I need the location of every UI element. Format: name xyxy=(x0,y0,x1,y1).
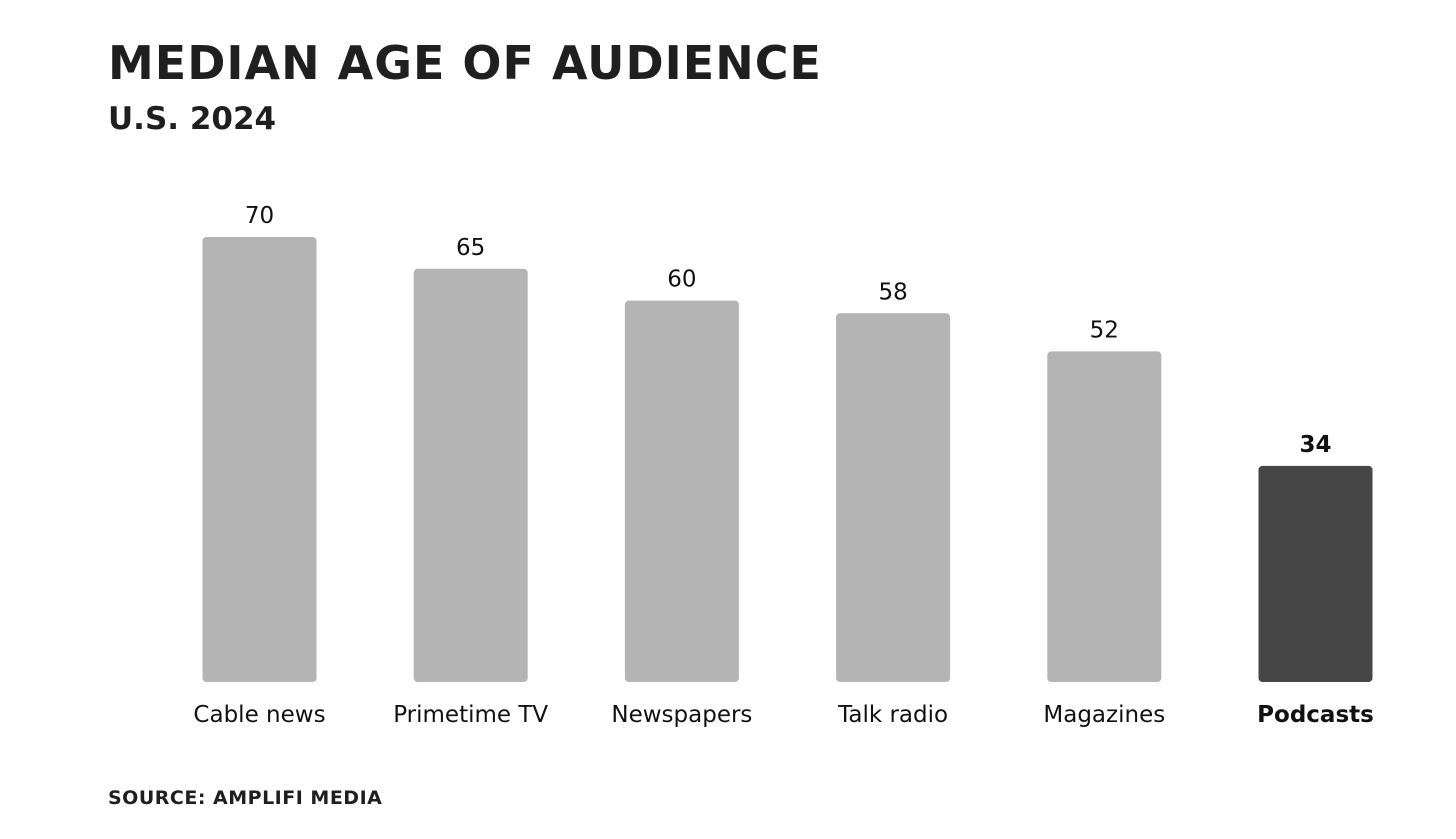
bar-cable-news xyxy=(202,237,317,682)
value-label: 65 xyxy=(456,235,485,261)
bar-magazines xyxy=(1047,351,1162,682)
category-label: Magazines xyxy=(1043,702,1165,728)
bar-primetime-tv xyxy=(413,268,528,682)
category-label: Primetime TV xyxy=(393,702,548,728)
value-label: 58 xyxy=(878,279,907,305)
bar-newspapers xyxy=(624,300,739,682)
bar-podcasts xyxy=(1258,465,1373,682)
bar-chart: 70 Cable news 65 Primetime TV 60 Newspapers 58… xyxy=(193,203,1374,728)
chart-title: MEDIAN AGE OF AUDIENCE xyxy=(108,36,822,90)
category-label: Talk radio xyxy=(837,702,948,728)
value-label: 34 xyxy=(1299,432,1331,458)
category-label: Cable news xyxy=(193,702,325,728)
value-label: 52 xyxy=(1090,317,1119,343)
chart-source: SOURCE: AMPLIFI MEDIA xyxy=(108,787,383,809)
value-label: 70 xyxy=(245,203,274,229)
category-label: Newspapers xyxy=(611,702,752,728)
chart-subtitle: U.S. 2024 xyxy=(108,101,277,137)
value-label: 60 xyxy=(667,267,696,293)
category-label: Podcasts xyxy=(1257,702,1374,728)
bar-talk-radio xyxy=(836,313,951,682)
